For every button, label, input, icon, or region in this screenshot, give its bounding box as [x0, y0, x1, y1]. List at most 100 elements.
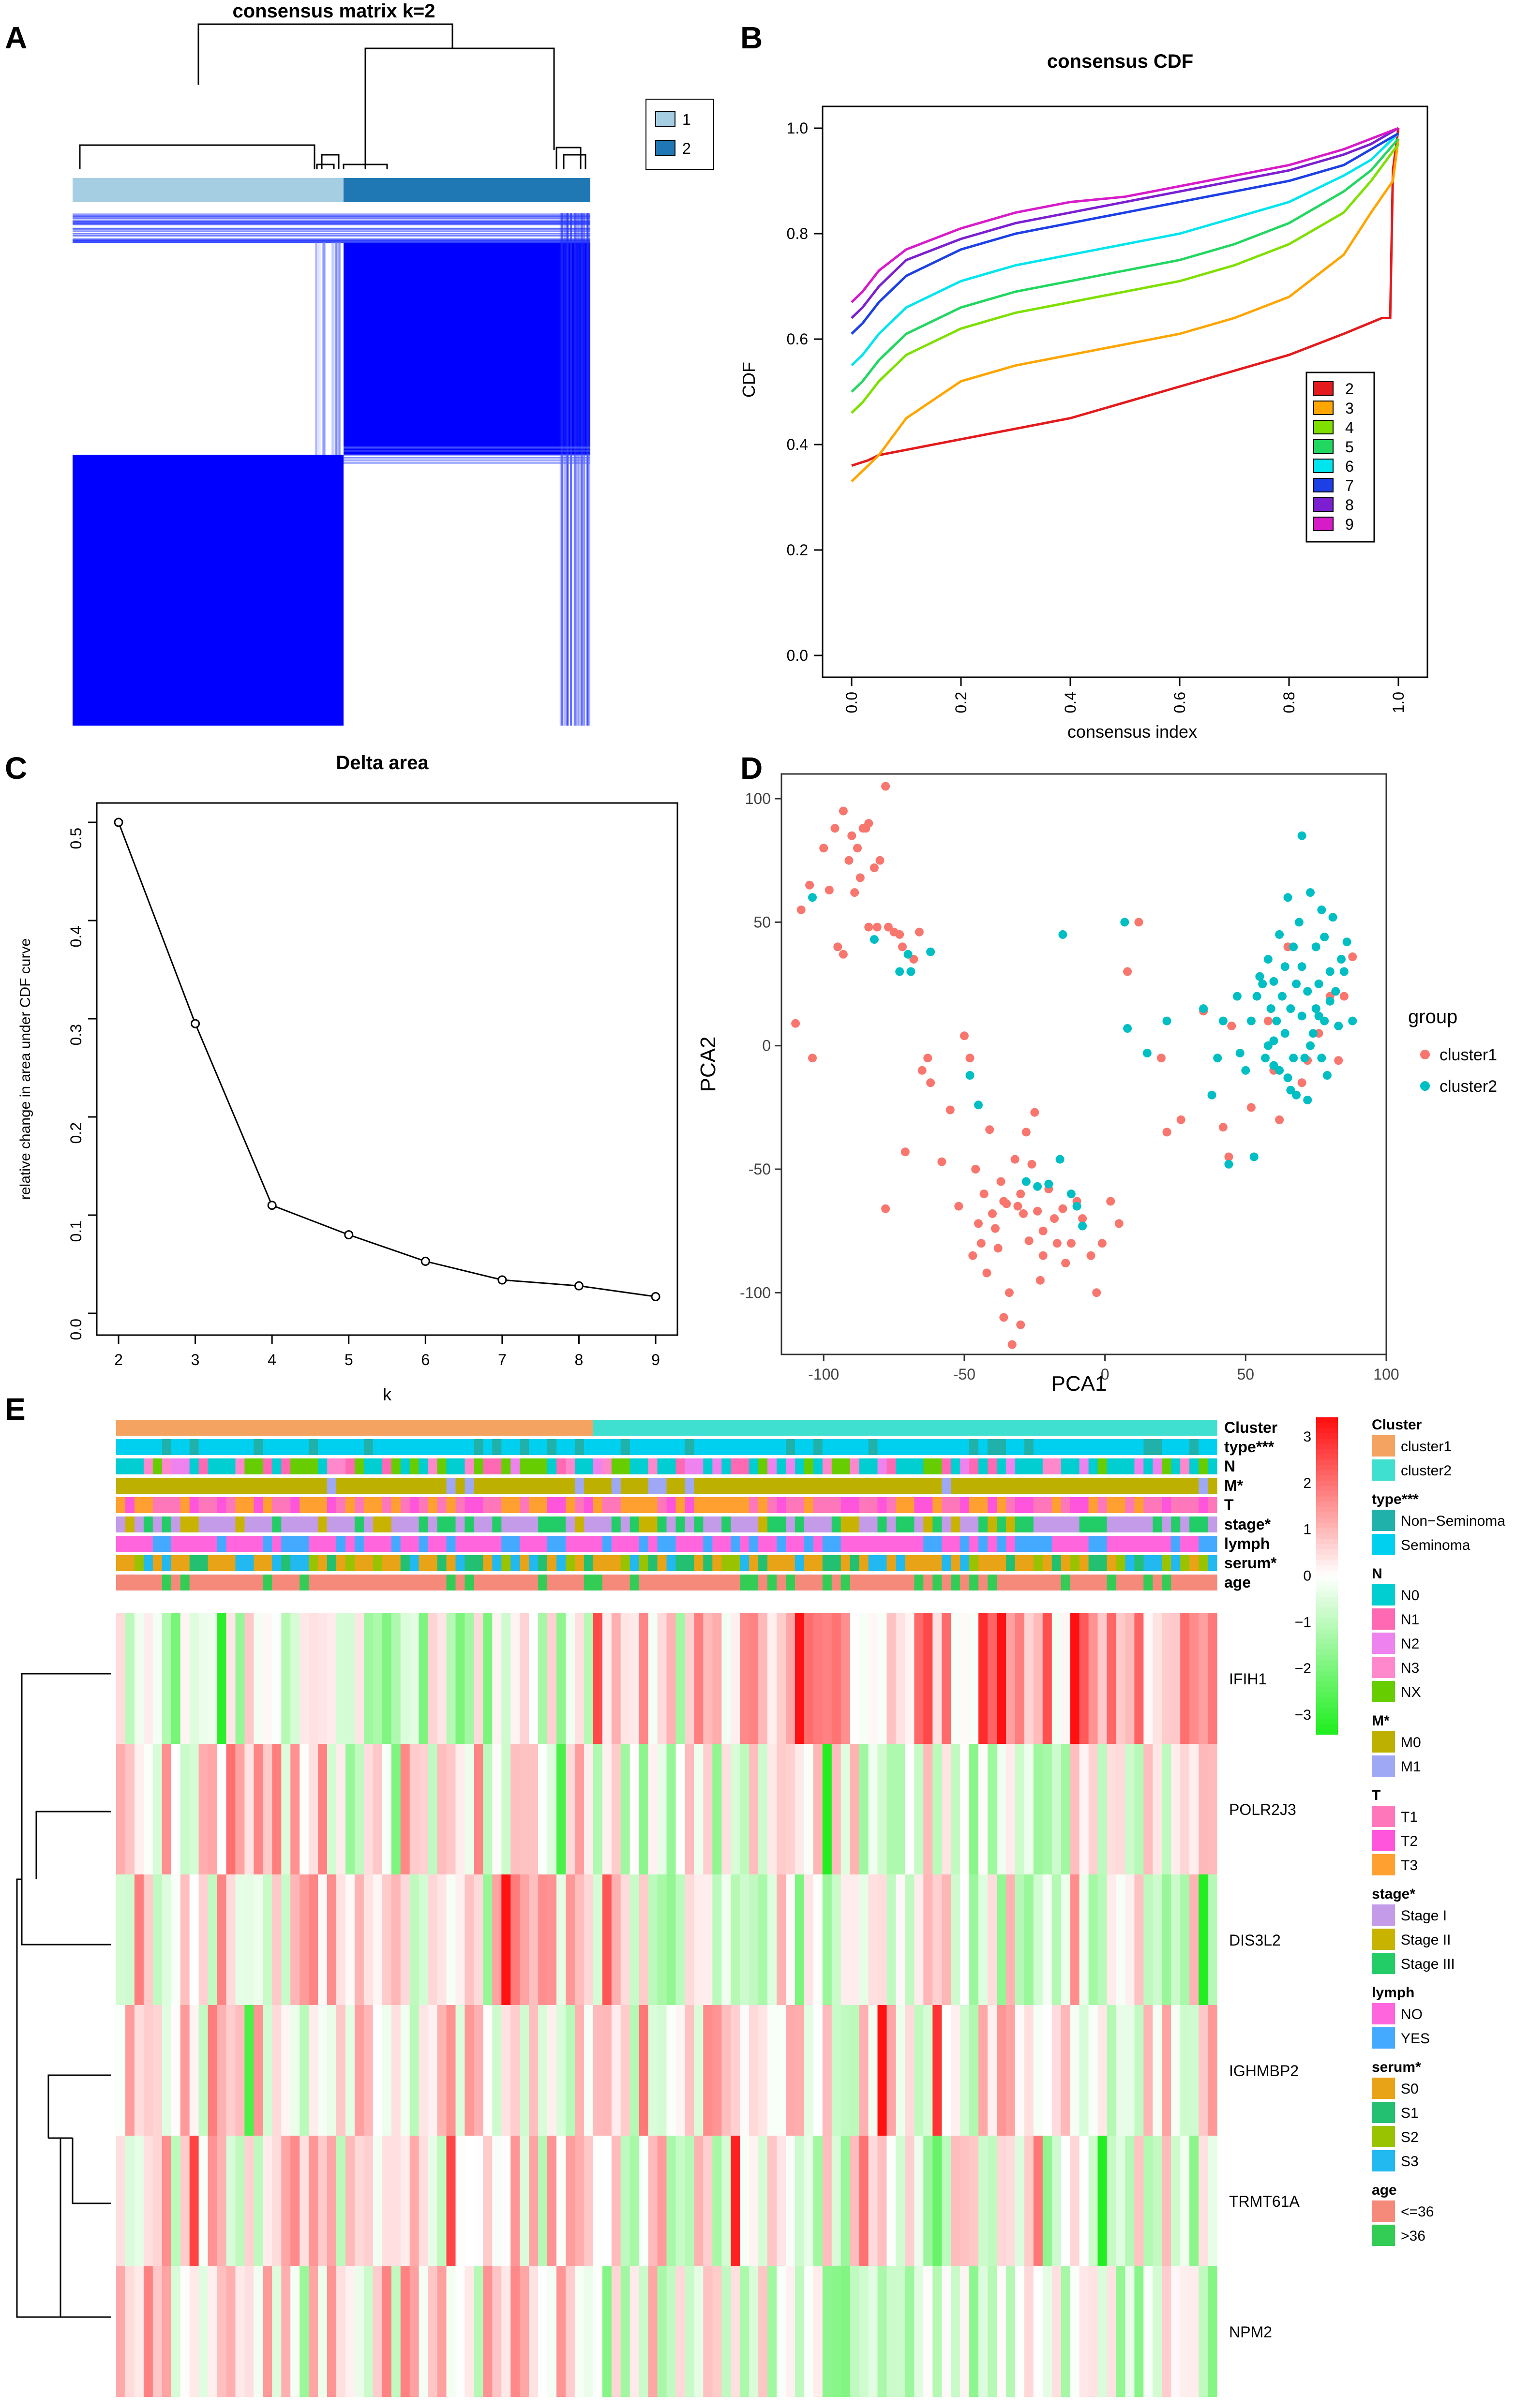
pca-point-cluster2	[1241, 1066, 1250, 1075]
legend-label-1: 1	[682, 111, 691, 128]
annotation-tracks	[116, 1420, 1217, 1590]
pca-point-cluster1	[1050, 1214, 1059, 1223]
legend-value-age: <=36	[1401, 2204, 1434, 2220]
cdf-line-k5	[851, 138, 1399, 393]
pca-point-cluster2	[1066, 1189, 1076, 1199]
pca-point-cluster1	[850, 888, 859, 897]
track-label-Cluster: Cluster	[1224, 1419, 1277, 1436]
pca-y-tick-label: 0	[762, 1037, 771, 1055]
consensus-block-cluster1	[73, 455, 344, 726]
pca-point-cluster1	[864, 922, 873, 932]
pca-point-cluster1	[1066, 1239, 1076, 1248]
pca-point-cluster1	[926, 1078, 935, 1087]
pca-point-cluster2	[1255, 972, 1264, 981]
legend-swatch-serum	[1372, 2150, 1395, 2171]
track-label-T: T	[1224, 1496, 1234, 1514]
pca-point-cluster1	[985, 1125, 994, 1134]
pca-point-cluster2	[1266, 1004, 1275, 1013]
pca-point-cluster1	[1224, 1152, 1233, 1161]
legend-swatch-serum	[1372, 2102, 1395, 2123]
pca-point-cluster1	[917, 1066, 927, 1075]
pca-point-cluster1	[1010, 1155, 1020, 1164]
delta-line-path	[118, 822, 656, 1297]
pca-point-cluster1	[1013, 1202, 1022, 1211]
pca-point-cluster1	[990, 1224, 1000, 1233]
pca-point-cluster2	[1044, 1179, 1053, 1189]
panel-c-delta-area: C Delta area 2 3 4 5 6 7 8 90.00.10.20.30.40.5 …	[5, 751, 678, 1404]
legend-swatch-serum	[1372, 2126, 1395, 2147]
pca-point-cluster2	[1311, 1004, 1320, 1013]
legend-swatch-N	[1372, 1633, 1395, 1654]
pca-point-cluster1	[988, 1209, 997, 1218]
pca-point-cluster2	[1258, 980, 1267, 988]
legend-value-lymph: YES	[1401, 2031, 1430, 2047]
pca-point-cluster2	[1280, 1029, 1290, 1038]
legend-value-N: N1	[1401, 1612, 1419, 1628]
pca-point-cluster2	[1308, 1029, 1318, 1038]
cdf-y-tick-label: 0.4	[787, 436, 808, 453]
pca-point-cluster1	[1007, 1340, 1017, 1349]
gene-label-IFIH1: IFIH1	[1229, 1670, 1267, 1688]
pca-point-cluster2	[1283, 893, 1292, 902]
pca-point-cluster1	[844, 856, 854, 865]
legend-swatch-M	[1372, 1755, 1395, 1777]
pca-point-cluster1	[971, 1165, 980, 1174]
panel-label-e: E	[5, 1392, 26, 1427]
pca-point-cluster1	[881, 1204, 890, 1213]
pca-point-cluster2	[1292, 1090, 1301, 1100]
pca-point-cluster1	[1002, 1199, 1011, 1208]
pca-point-cluster1	[1348, 952, 1357, 961]
pca-point-cluster2	[1311, 942, 1320, 951]
legend-swatch-serum	[1372, 2078, 1395, 2099]
consensus-heatmap	[73, 213, 590, 726]
legend-swatch-2	[655, 140, 675, 156]
pca-x-tick-label: -100	[808, 1366, 839, 1383]
pca-point-cluster2	[1235, 1049, 1245, 1057]
cdf-axes: 0.0 0.2 0.4 0.6 0.8 1.0 0.0 0.2 0.4 0.6 0.8 1.0	[787, 119, 1407, 713]
cdf-legend-swatch-k6	[1313, 459, 1334, 473]
delta-x-tick-label: 5	[345, 1351, 353, 1368]
cdf-y-tick-label: 0.8	[787, 225, 808, 242]
pca-point-cluster2	[1283, 1073, 1292, 1083]
legend-swatch-stage	[1372, 1904, 1395, 1926]
pca-point-cluster1	[898, 942, 907, 951]
delta-y-tick-label: 0.3	[67, 1024, 85, 1045]
cdf-legend-swatch-k2	[1313, 381, 1334, 396]
legend-value-type: Non−Seminoma	[1401, 1513, 1505, 1529]
pca-point-cluster1	[805, 880, 814, 890]
delta-x-tick-label: 3	[191, 1351, 200, 1368]
pca-point-cluster1	[915, 927, 924, 936]
pca-point-cluster2	[974, 1100, 983, 1110]
legend-title-lymph: lymph	[1372, 1985, 1414, 2001]
pca-point-cluster1	[1021, 1128, 1031, 1137]
cdf-legend-label-k9: 9	[1345, 516, 1354, 533]
pca-point-cluster2	[1286, 1085, 1295, 1095]
pca-point-cluster1	[895, 930, 904, 939]
legend-swatch-T	[1372, 1806, 1395, 1827]
legend-swatch-type	[1372, 1510, 1395, 1531]
pca-point-cluster2	[1277, 992, 1287, 1001]
legend-swatch-age	[1372, 2200, 1395, 2222]
cdf-line-k6	[851, 133, 1399, 367]
legend-title-N: N	[1372, 1566, 1382, 1582]
delta-axes: 2 3 4 5 6 7 8 9 0.0 0.1 0.2 0.3 0.4 0.5	[67, 821, 660, 1368]
pca-point-cluster2	[1249, 1152, 1259, 1161]
delta-x-axis-label: k	[383, 1384, 392, 1404]
pca-point-cluster1	[872, 922, 882, 932]
cdf-legend-swatch-k4	[1313, 420, 1334, 434]
pca-point-cluster1	[1156, 1054, 1166, 1063]
legend-value-Cluster: cluster1	[1401, 1439, 1452, 1455]
pca-point-cluster1	[870, 863, 879, 872]
pca-point-cluster1	[1024, 1236, 1034, 1246]
legend-swatch-T	[1372, 1830, 1395, 1851]
scale-tick-label: 2	[1303, 1475, 1311, 1491]
delta-y-tick-label: 0.0	[67, 1319, 85, 1340]
panel-label-d: D	[740, 751, 763, 786]
cdf-legend-swatch-k8	[1313, 497, 1334, 512]
legend-value-T: T1	[1401, 1809, 1418, 1825]
legend-swatch-N	[1372, 1584, 1395, 1605]
consensus-block-cluster2	[344, 242, 590, 455]
legend-swatch-T	[1372, 1854, 1395, 1875]
pca-point-cluster2	[1269, 977, 1278, 986]
